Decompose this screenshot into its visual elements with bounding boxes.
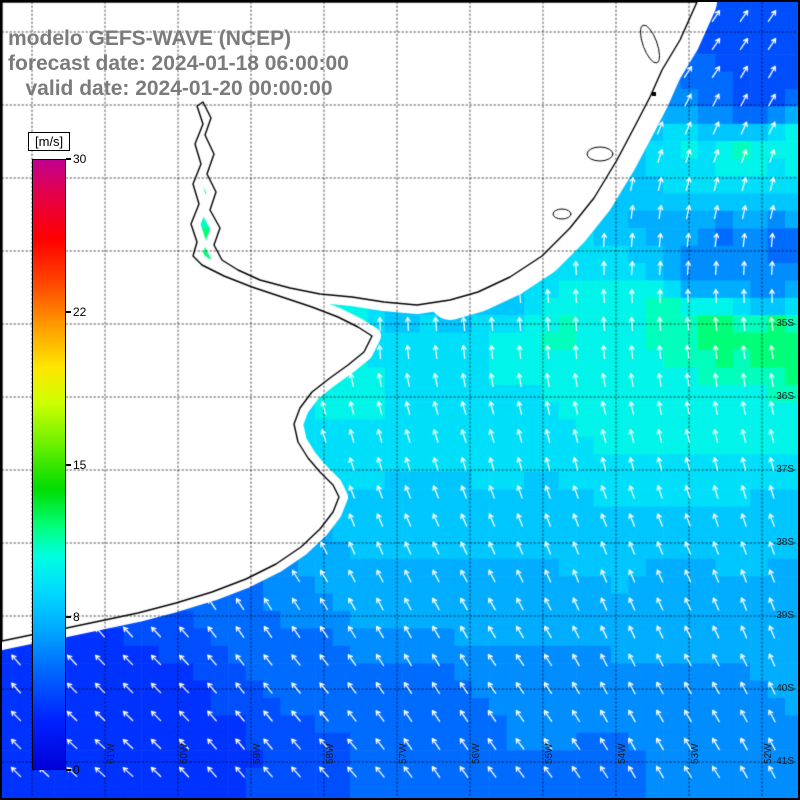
colorbar-tick-label: 8 [73, 610, 80, 625]
colorbar-tick-mark [66, 158, 71, 160]
colorbar-tick-mark [66, 769, 71, 771]
forecast-date: forecast date: 2024-01-18 06:00:00 [8, 52, 349, 75]
title-block: modelo GEFS-WAVE (NCEP) forecast date: 2… [8, 26, 349, 101]
colorbar-tick-mark [66, 616, 71, 619]
colorbar-tick-label: 0 [73, 763, 80, 777]
colorbar-tick-mark [66, 310, 71, 313]
valid-date: valid date: 2024-01-20 00:00:00 [8, 77, 333, 100]
model-title: modelo GEFS-WAVE (NCEP) [8, 27, 292, 50]
colorbar-tick-label: 22 [73, 304, 87, 319]
colorbar-tick-mark [66, 463, 71, 466]
colorbar-unit-label: [m/s] [28, 132, 71, 151]
colorbar-gradient [32, 159, 66, 770]
colorbar-tick-label: 30 [73, 152, 87, 166]
colorbar-tick-label: 15 [73, 457, 87, 472]
